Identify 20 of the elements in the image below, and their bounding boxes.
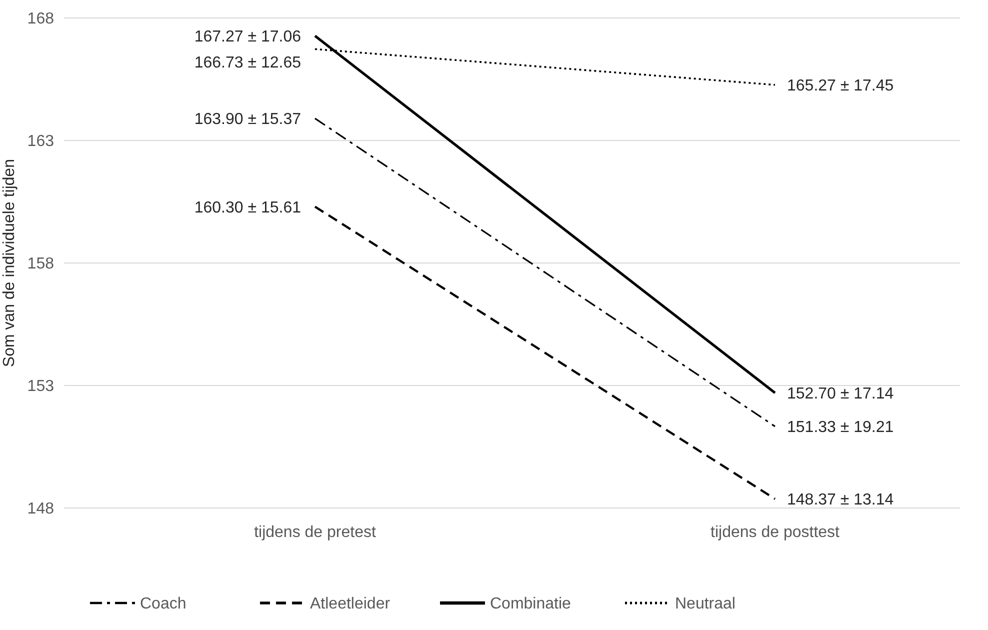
y-tick-label: 148 bbox=[27, 500, 54, 518]
legend-label: Combinatie bbox=[490, 596, 572, 613]
x-tick-label: tijdens de pretest bbox=[254, 524, 376, 541]
legend-label: Atleetleider bbox=[310, 596, 391, 613]
legend-label: Coach bbox=[140, 596, 186, 613]
y-axis-title: Som van de individuele tijden bbox=[1, 158, 18, 368]
data-label: 151.33 ± 19.21 bbox=[787, 419, 894, 436]
data-label: 165.27 ± 17.45 bbox=[787, 77, 894, 94]
data-label: 152.70 ± 17.14 bbox=[787, 385, 894, 402]
data-label: 160.30 ± 15.61 bbox=[194, 199, 302, 216]
data-label: 163.90 ± 15.37 bbox=[194, 111, 302, 128]
legend-label: Neutraal bbox=[675, 596, 736, 613]
y-tick-label: 158 bbox=[27, 256, 54, 273]
data-label: 148.37 ± 13.14 bbox=[787, 492, 894, 509]
data-label: 166.73 ± 12.65 bbox=[194, 54, 302, 72]
y-tick-label: 168 bbox=[27, 10, 54, 28]
y-tick-label: 163 bbox=[27, 133, 54, 150]
x-tick-label: tijdens de posttest bbox=[710, 524, 840, 541]
data-label: 167.27 ± 17.06 bbox=[194, 28, 302, 46]
y-tick-label: 153 bbox=[27, 378, 54, 396]
